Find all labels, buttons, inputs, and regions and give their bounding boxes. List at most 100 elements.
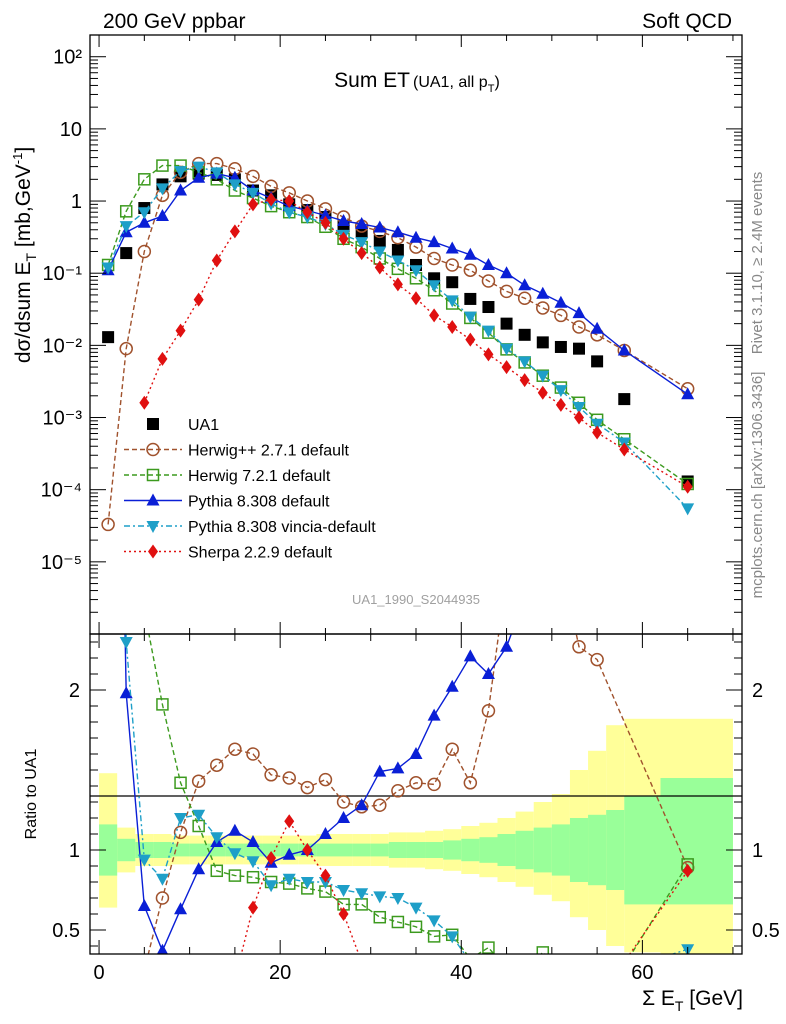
point-vincia	[681, 503, 695, 516]
point-herwig7	[119, 205, 133, 218]
y-tick-label: 10²	[53, 47, 82, 69]
x-tick-label: 40	[450, 962, 472, 984]
point-pythia	[536, 286, 550, 299]
ratio-point-sherpa	[266, 851, 277, 865]
point-sherpa	[682, 479, 693, 494]
ratio-point-herwigpp	[228, 742, 242, 756]
ratio-point-herwigpp	[191, 774, 206, 788]
ratio-point-herwig7	[246, 870, 260, 884]
legend-label-sherpa: Sherpa 2.2.9 default	[188, 545, 333, 562]
ratio-point-vincia	[373, 891, 387, 904]
band-green	[569, 818, 589, 882]
point-vincia	[536, 370, 550, 383]
ratio-point-pythia	[373, 764, 387, 777]
ratio-point-vincia	[427, 915, 441, 928]
legend-label-pythia: Pythia 8.308 default	[188, 494, 330, 511]
point-pythia	[590, 321, 604, 334]
ratio-point-herwig7	[427, 930, 441, 943]
point-data	[482, 301, 495, 314]
ratio-point-herwigpp	[409, 776, 423, 790]
series-line-vincia	[107, 165, 689, 509]
point-data	[464, 292, 477, 305]
ratio-point-pythia	[355, 798, 369, 811]
main-panel: 10⁻⁵ 10⁻⁴ 10⁻³ 10⁻² 10⁻¹ 1 10 10² Sum ET (UA1, …	[10, 34, 743, 635]
ratio-point-pythia	[409, 747, 423, 759]
ratio-point-herwigpp	[373, 798, 387, 812]
point-pythia	[518, 278, 532, 291]
ratio-point-pythia	[192, 862, 206, 875]
ratio-point-herwig7	[536, 946, 550, 954]
legend-marker-data	[147, 418, 159, 430]
point-herwig7	[156, 159, 169, 172]
band-green	[497, 834, 516, 866]
band-green	[316, 843, 335, 857]
x-tick-label: 60	[631, 962, 653, 984]
point-pythia	[355, 217, 369, 230]
ratio-y-tick-label: 0.5	[52, 920, 80, 942]
ratio-point-pythia	[500, 639, 514, 652]
ratio-point-vincia	[137, 854, 151, 867]
y-tick-label: 10⁻³	[43, 408, 83, 430]
ratio-point-pythia	[119, 686, 133, 699]
point-vincia	[174, 166, 188, 179]
band-green	[117, 838, 136, 862]
point-vincia	[427, 280, 441, 293]
ratio-point-vincia	[264, 880, 278, 893]
point-data	[618, 393, 631, 406]
point-sherpa	[139, 395, 150, 410]
point-sherpa	[157, 351, 168, 366]
ratio-point-herwigpp	[336, 795, 351, 809]
point-pythia	[137, 215, 151, 228]
band-green	[533, 827, 552, 873]
point-vincia	[409, 265, 423, 278]
series-vincia	[101, 161, 695, 516]
point-sherpa	[266, 192, 277, 207]
band-green	[388, 842, 407, 858]
point-vincia	[137, 207, 151, 220]
point-data	[446, 276, 459, 289]
point-sherpa	[619, 442, 630, 457]
series-line-herwig7	[107, 164, 689, 485]
point-vincia	[518, 356, 532, 369]
point-pythia	[427, 235, 441, 248]
point-data	[391, 243, 404, 256]
ratio-point-pythia	[282, 847, 296, 860]
ratio-point-vincia	[210, 832, 224, 845]
point-vincia	[445, 295, 459, 308]
point-herwigpp	[481, 274, 496, 288]
uncertainty-bands	[99, 718, 733, 954]
point-herwigpp	[427, 251, 441, 266]
rivet-label: Rivet 3.1.10, ≥ 2.4M events	[749, 172, 766, 355]
ratio-point-sherpa	[320, 868, 331, 883]
point-sherpa	[555, 397, 566, 412]
ratio-point-sherpa	[682, 863, 693, 878]
point-sherpa	[392, 277, 403, 292]
point-vincia	[101, 262, 115, 275]
point-sherpa	[320, 215, 331, 230]
ratio-point-vincia	[174, 813, 188, 825]
ratio-series-vincia	[119, 634, 695, 954]
point-herwig7	[138, 173, 151, 186]
ratio-point-herwigpp	[427, 777, 441, 792]
ratio-y-tick-label-right: 0.5	[752, 920, 780, 942]
point-pythia	[554, 295, 568, 308]
point-vincia	[500, 343, 514, 356]
ratio-point-sherpa	[248, 900, 258, 915]
ratio-point-pythia	[445, 679, 459, 692]
legend: UA1 Herwig++ 2.7.1 default Herwig 7.2.1 de…	[124, 417, 376, 562]
legend-label-herwig7: Herwig 7.2.1 default	[188, 468, 331, 485]
point-herwigpp	[463, 263, 478, 277]
point-herwigpp	[119, 341, 133, 356]
point-vincia	[355, 237, 369, 250]
ratio-point-pythia	[337, 811, 351, 823]
point-vincia	[463, 311, 477, 324]
point-sherpa	[519, 373, 530, 388]
band-green	[588, 814, 607, 886]
point-pythia	[617, 343, 631, 356]
band-green	[334, 843, 353, 857]
point-data	[573, 342, 585, 355]
band-green	[479, 837, 498, 863]
ratio-panel: 0.5 0.51 12 20 20 40 60 Ratio to UA1 Σ ET [GeV…	[23, 633, 780, 1014]
ratio-ylabel: Ratio to UA1	[23, 749, 40, 840]
x-tick-label: 20	[269, 962, 291, 984]
